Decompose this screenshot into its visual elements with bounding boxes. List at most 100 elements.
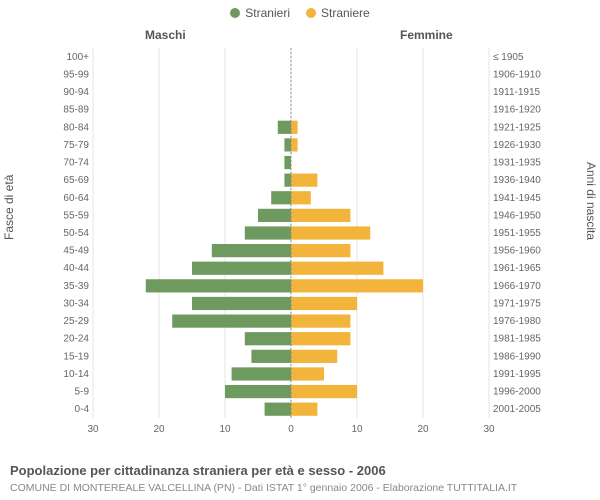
- bar-male: [265, 403, 291, 416]
- bar-male: [192, 262, 291, 275]
- bar-female: [291, 332, 350, 345]
- y-axis-title-right: Anni di nascita: [584, 162, 598, 240]
- svg-text:25-29: 25-29: [63, 316, 89, 327]
- bar-female: [291, 191, 311, 204]
- svg-text:1951-1955: 1951-1955: [493, 228, 541, 239]
- bar-male: [278, 121, 291, 134]
- svg-text:1961-1965: 1961-1965: [493, 263, 541, 274]
- bar-female: [291, 138, 298, 151]
- bar-male: [284, 174, 291, 187]
- bar-male: [271, 191, 291, 204]
- svg-text:90-94: 90-94: [63, 87, 89, 98]
- bar-female: [291, 403, 317, 416]
- svg-text:1911-1915: 1911-1915: [493, 87, 541, 98]
- bar-male: [245, 226, 291, 239]
- legend-label-female: Straniere: [321, 6, 370, 20]
- svg-text:100+: 100+: [66, 52, 89, 63]
- bar-female: [291, 279, 423, 292]
- bar-female: [291, 262, 383, 275]
- svg-text:65-69: 65-69: [63, 175, 89, 186]
- svg-text:50-54: 50-54: [63, 228, 89, 239]
- svg-text:1921-1925: 1921-1925: [493, 122, 541, 133]
- svg-text:20: 20: [417, 424, 429, 435]
- bar-male: [225, 385, 291, 398]
- bar-female: [291, 297, 357, 310]
- column-title-male: Maschi: [145, 28, 186, 42]
- svg-text:35-39: 35-39: [63, 281, 89, 292]
- bar-female: [291, 314, 350, 327]
- y-axis-title-left: Fasce di età: [2, 175, 16, 240]
- legend-item-female: Straniere: [306, 6, 370, 20]
- svg-text:1946-1950: 1946-1950: [493, 210, 541, 221]
- bar-male: [212, 244, 291, 257]
- svg-text:1916-1920: 1916-1920: [493, 105, 541, 116]
- svg-text:15-19: 15-19: [63, 351, 89, 362]
- legend-label-male: Stranieri: [245, 6, 290, 20]
- svg-text:1986-1990: 1986-1990: [493, 351, 541, 362]
- year-labels: ≤ 1905 1906-1910 1911-1915 1916-1920 1921-19…: [493, 52, 541, 415]
- pyramid-chart: Stranieri Straniere Maschi Femmine Fasce…: [0, 0, 600, 500]
- legend-item-male: Stranieri: [230, 6, 290, 20]
- bar-male: [245, 332, 291, 345]
- svg-text:40-44: 40-44: [63, 263, 89, 274]
- bar-female: [291, 121, 298, 134]
- legend-swatch-female: [306, 8, 316, 18]
- svg-text:1936-1940: 1936-1940: [493, 175, 541, 186]
- svg-text:0-4: 0-4: [75, 404, 90, 415]
- bar-male: [258, 209, 291, 222]
- svg-text:10: 10: [351, 424, 363, 435]
- svg-text:20: 20: [153, 424, 165, 435]
- svg-text:1931-1935: 1931-1935: [493, 158, 541, 169]
- bar-male: [146, 279, 291, 292]
- bar-female: [291, 174, 317, 187]
- x-tick-labels: 30 20 10 0 10 20 30: [87, 424, 495, 435]
- svg-text:95-99: 95-99: [63, 69, 89, 80]
- chart-subcaption: COMUNE DI MONTEREALE VALCELLINA (PN) - D…: [10, 482, 517, 494]
- bar-female: [291, 367, 324, 380]
- age-labels: 100+ 95-99 90-94 85-89 80-84 75-79 70-74 65-69 6…: [63, 52, 89, 415]
- bar-male: [232, 367, 291, 380]
- bar-male: [251, 350, 291, 363]
- svg-text:2001-2005: 2001-2005: [493, 404, 541, 415]
- chart-caption: Popolazione per cittadinanza straniera p…: [10, 463, 386, 478]
- bar-male: [284, 156, 291, 169]
- svg-text:1981-1985: 1981-1985: [493, 334, 541, 345]
- bar-female: [291, 244, 350, 257]
- bar-female: [291, 226, 370, 239]
- svg-text:5-9: 5-9: [75, 387, 90, 398]
- svg-text:45-49: 45-49: [63, 246, 89, 257]
- bar-female: [291, 350, 337, 363]
- plot-area: 100+ 95-99 90-94 85-89 80-84 75-79 70-74 65-69 6…: [55, 44, 545, 436]
- svg-text:1976-1980: 1976-1980: [493, 316, 541, 327]
- svg-text:30-34: 30-34: [63, 298, 89, 309]
- svg-text:30: 30: [483, 424, 495, 435]
- bars: [146, 121, 423, 416]
- svg-text:85-89: 85-89: [63, 105, 89, 116]
- bar-female: [291, 385, 357, 398]
- svg-text:60-64: 60-64: [63, 193, 89, 204]
- svg-text:≤ 1905: ≤ 1905: [493, 52, 524, 63]
- bar-male: [192, 297, 291, 310]
- svg-text:1941-1945: 1941-1945: [493, 193, 541, 204]
- column-title-female: Femmine: [400, 28, 453, 42]
- svg-text:10: 10: [219, 424, 231, 435]
- svg-text:1971-1975: 1971-1975: [493, 298, 541, 309]
- bar-male: [172, 314, 291, 327]
- svg-text:1906-1910: 1906-1910: [493, 69, 541, 80]
- svg-text:1926-1930: 1926-1930: [493, 140, 541, 151]
- svg-text:1956-1960: 1956-1960: [493, 246, 541, 257]
- svg-text:80-84: 80-84: [63, 122, 89, 133]
- svg-text:75-79: 75-79: [63, 140, 89, 151]
- svg-text:0: 0: [288, 424, 294, 435]
- bar-female: [291, 209, 350, 222]
- svg-text:1966-1970: 1966-1970: [493, 281, 541, 292]
- legend-swatch-male: [230, 8, 240, 18]
- svg-text:10-14: 10-14: [63, 369, 89, 380]
- legend: Stranieri Straniere: [0, 0, 600, 20]
- svg-text:1996-2000: 1996-2000: [493, 387, 541, 398]
- svg-text:70-74: 70-74: [63, 158, 89, 169]
- svg-text:20-24: 20-24: [63, 334, 89, 345]
- svg-text:1991-1995: 1991-1995: [493, 369, 541, 380]
- bar-male: [284, 138, 291, 151]
- svg-text:30: 30: [87, 424, 99, 435]
